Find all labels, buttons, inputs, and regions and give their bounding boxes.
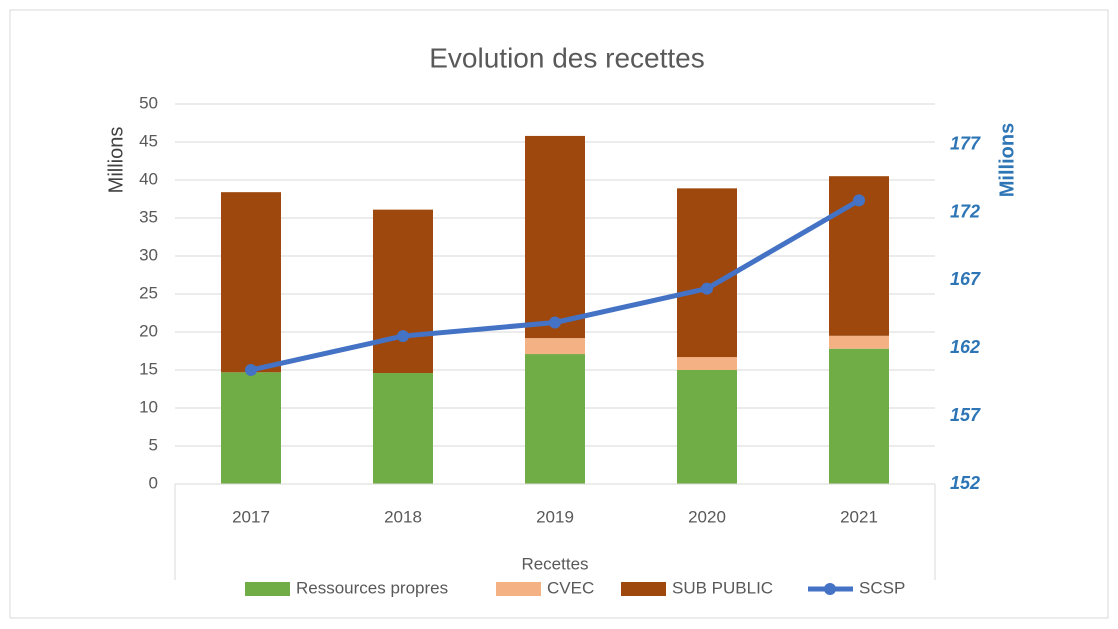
bar (373, 373, 433, 484)
bar (829, 335, 889, 349)
y2-tick-label: 177 (950, 133, 981, 153)
x-tick-label: 2019 (536, 507, 574, 526)
y-tick-label: 50 (139, 93, 158, 112)
bar (221, 192, 281, 373)
legend-swatch (496, 582, 541, 596)
line-point (549, 316, 561, 329)
bar (829, 348, 889, 484)
x-tick-label: 2020 (688, 507, 726, 526)
bar (677, 370, 737, 484)
x-tick-label: 2018 (384, 507, 422, 526)
line-point (397, 330, 409, 343)
line-point (701, 282, 713, 295)
legend-label: SCSP (859, 578, 905, 597)
y-tick-label: 45 (139, 131, 158, 150)
y2-axis-title: Millions (996, 123, 1018, 197)
legend-marker (824, 583, 836, 595)
bar (525, 338, 585, 355)
y2-tick-label: 167 (950, 269, 981, 289)
y-tick-label: 25 (139, 283, 158, 302)
line-point (853, 194, 865, 207)
y-tick-label: 15 (139, 359, 158, 378)
x-tick-label: 2017 (232, 507, 270, 526)
bar (221, 372, 281, 484)
x-tick-label: 2021 (840, 507, 878, 526)
y-tick-label: 20 (139, 321, 158, 340)
chart-title: Evolution des recettes (429, 42, 705, 73)
y-axis-title: Millions (105, 127, 127, 194)
y-tick-label: 35 (139, 207, 158, 226)
y-tick-label: 5 (149, 435, 158, 454)
y-tick-label: 30 (139, 245, 158, 264)
bar (677, 357, 737, 370)
y2-tick-label: 162 (950, 337, 980, 357)
x-axis-title: Recettes (521, 554, 588, 573)
y-tick-label: 40 (139, 169, 158, 188)
bar (525, 135, 585, 339)
legend-swatch (245, 582, 290, 596)
bar (373, 209, 433, 374)
legend-label: Ressources propres (296, 578, 448, 597)
y-tick-label: 10 (139, 397, 158, 416)
legend-swatch (621, 582, 666, 596)
line-point (245, 364, 257, 376)
y2-tick-label: 157 (950, 405, 981, 425)
y2-tick-label: 172 (950, 201, 980, 221)
legend-label: CVEC (547, 578, 594, 597)
bar (525, 354, 585, 484)
y-tick-label: 0 (149, 473, 158, 492)
y2-tick-label: 152 (950, 473, 980, 493)
bar (677, 188, 737, 358)
legend-label: SUB PUBLIC (672, 578, 773, 597)
